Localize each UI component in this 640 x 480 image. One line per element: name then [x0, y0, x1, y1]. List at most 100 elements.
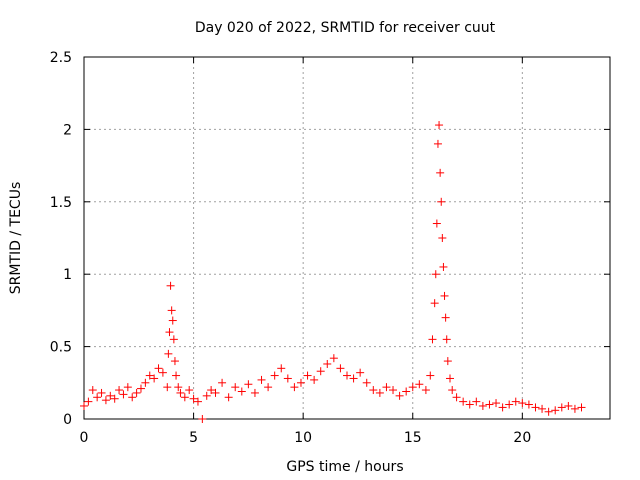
data-point	[472, 397, 481, 406]
data-point	[244, 380, 253, 389]
data-point	[165, 328, 174, 337]
y-tick-label: 0	[63, 412, 72, 428]
data-point	[170, 357, 179, 366]
data-point	[402, 387, 411, 396]
data-point	[207, 386, 216, 395]
x-tick-label: 20	[513, 430, 531, 446]
data-point	[440, 291, 449, 300]
data-point	[430, 299, 439, 308]
data-point	[132, 388, 141, 397]
data-point	[296, 378, 305, 387]
data-point	[395, 391, 404, 400]
data-point	[310, 375, 319, 384]
data-point	[323, 359, 332, 368]
data-point	[180, 393, 189, 402]
data-point	[442, 335, 451, 344]
data-point	[557, 403, 566, 412]
data-point	[174, 383, 183, 392]
data-point	[492, 399, 501, 408]
data-point	[448, 386, 457, 395]
y-tick-label: 2.5	[50, 50, 72, 66]
data-point	[172, 371, 181, 380]
data-point	[128, 393, 137, 402]
data-point	[382, 383, 391, 392]
data-point	[570, 404, 579, 413]
data-point	[336, 364, 345, 373]
data-point	[303, 371, 312, 380]
data-point	[88, 386, 97, 395]
x-tick-label: 10	[294, 430, 312, 446]
data-point	[446, 374, 455, 383]
data-point	[123, 383, 132, 392]
data-point	[375, 388, 384, 397]
y-axis-label: SRMTID / TECUs	[8, 182, 24, 295]
data-point	[141, 378, 150, 387]
data-point	[145, 371, 154, 380]
data-point	[465, 400, 474, 409]
data-point	[106, 391, 115, 400]
data-point	[531, 403, 540, 412]
data-point	[97, 388, 106, 397]
data-point	[101, 396, 110, 405]
data-point	[283, 374, 292, 383]
data-point	[211, 388, 220, 397]
data-point	[150, 374, 159, 383]
y-tick-label: 1.5	[50, 195, 72, 211]
tick-layer: 0 5 10 15 20 0 0.5 1 1.5 2 2.5	[50, 50, 610, 446]
data-point	[166, 281, 175, 290]
x-tick-label: 0	[80, 430, 89, 446]
data-point	[438, 234, 447, 242]
data-point	[185, 386, 194, 395]
data-point	[277, 364, 286, 373]
data-point	[441, 313, 450, 322]
data-point	[389, 386, 398, 395]
data-point	[237, 387, 246, 396]
data-point	[264, 383, 273, 392]
data-point	[80, 401, 88, 410]
plot-frame	[83, 56, 611, 420]
data-point	[167, 306, 176, 315]
data-point	[369, 386, 378, 395]
data-point	[426, 371, 435, 380]
x-axis-label: GPS time / hours	[286, 459, 403, 475]
data-point	[84, 397, 93, 406]
y-tick-label: 0.5	[50, 340, 72, 356]
data-point	[189, 394, 198, 403]
data-point	[433, 139, 442, 148]
data-point	[329, 354, 338, 363]
data-point	[154, 364, 163, 373]
data-point	[577, 403, 586, 412]
data-point	[164, 349, 173, 358]
data-point	[250, 388, 259, 397]
x-tick-label: 5	[189, 430, 198, 446]
data-point	[110, 394, 119, 403]
data-point	[349, 374, 358, 383]
data-point	[459, 397, 468, 406]
data-point	[428, 335, 437, 344]
data-point	[257, 375, 266, 384]
data-point	[224, 393, 233, 402]
data-point	[443, 357, 452, 366]
data-point	[564, 401, 573, 410]
data-point	[136, 384, 145, 393]
y-tick-label: 2	[63, 122, 72, 138]
data-point	[93, 393, 102, 402]
data-point	[176, 388, 185, 397]
chart-title: Day 020 of 2022, SRMTID for receiver cuu…	[195, 20, 496, 36]
data-point	[158, 368, 167, 377]
grid-layer	[84, 57, 610, 419]
data-point	[421, 386, 430, 395]
data-point	[432, 219, 441, 228]
data-point	[343, 371, 351, 380]
data-point	[511, 397, 520, 406]
data-point	[452, 393, 461, 402]
data-point	[408, 383, 417, 392]
data-point	[505, 400, 514, 409]
data-point	[435, 121, 444, 130]
x-tick-label: 15	[404, 430, 422, 446]
data-point	[231, 383, 240, 392]
data-point	[498, 403, 507, 412]
data-point	[478, 401, 487, 410]
data-point	[551, 406, 560, 415]
